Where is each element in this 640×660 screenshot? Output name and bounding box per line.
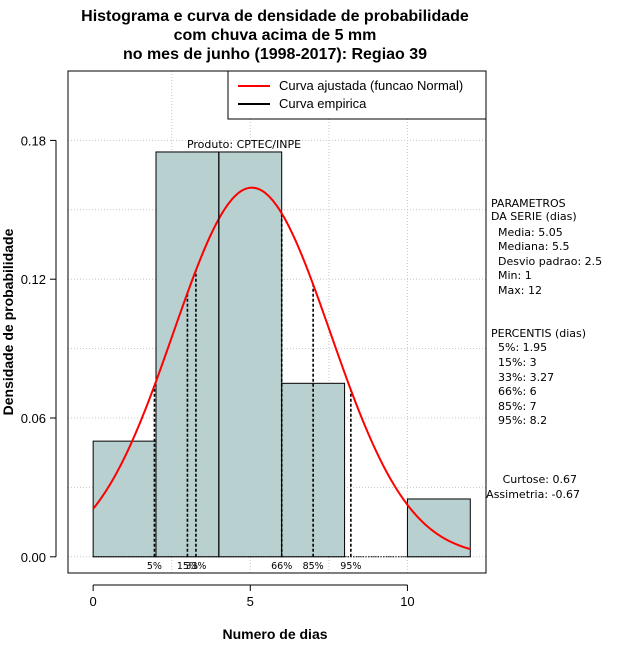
params-desvio: Desvio padrao: 2.5 bbox=[498, 255, 602, 268]
percentis-item: 15%: 3 bbox=[498, 356, 537, 369]
percentile-label: 66% bbox=[271, 561, 292, 572]
params-max: Max: 12 bbox=[498, 284, 542, 297]
y-tick-label: 0.18 bbox=[21, 133, 46, 148]
histogram-bar bbox=[92, 440, 157, 558]
fitted-normal-curve bbox=[92, 186, 471, 551]
axis-layer: 0 5 10 0.00 0.06 0.12 0.18 bbox=[21, 133, 415, 609]
percentis-item: 66%: 6 bbox=[498, 385, 537, 398]
y-tick-label: 0.00 bbox=[21, 550, 46, 565]
percentile-label: 95% bbox=[340, 561, 361, 572]
histogram-bar bbox=[406, 498, 471, 558]
params-mediana: Mediana: 5.5 bbox=[498, 240, 569, 253]
params-header-2: DA SERIE (dias) bbox=[491, 210, 577, 223]
y-tick-label: 0.06 bbox=[21, 411, 46, 426]
percentile-label: 5% bbox=[147, 561, 162, 572]
histogram-bar bbox=[218, 151, 283, 558]
parameters-panel: PARAMETROS DA SERIE (dias) Media: 5.05 M… bbox=[491, 197, 602, 297]
percentis-item: 85%: 7 bbox=[498, 400, 537, 413]
percentis-item: 5%: 1.95 bbox=[498, 341, 547, 354]
params-header-1: PARAMETROS bbox=[491, 197, 566, 210]
stats-assimetria: Assimetria: -0.67 bbox=[486, 488, 580, 501]
legend-box bbox=[227, 70, 487, 120]
percentis-item: 95%: 8.2 bbox=[498, 414, 547, 427]
x-tick-label: 5 bbox=[247, 594, 254, 609]
percentile-lines-layer: 5% 15%33% 66% 85% 95% bbox=[147, 213, 361, 572]
curve-layer bbox=[92, 151, 471, 557]
legend-fitted-label: Curva ajustada (funcao Normal) bbox=[279, 78, 463, 93]
credit-text: Produto: CPTEC/INPE bbox=[187, 138, 301, 151]
percentis-item: 33%: 3.27 bbox=[498, 371, 554, 384]
chart-title-line-2: com chuva acima de 5 mm bbox=[174, 27, 377, 44]
x-axis-title: Numero de dias bbox=[222, 626, 327, 642]
shape-stats: Curtose: 0.67 Assimetria: -0.67 bbox=[486, 473, 580, 501]
percentile-label: 33% bbox=[185, 561, 206, 572]
x-tick-label: 10 bbox=[400, 594, 414, 609]
legend: Curva ajustada (funcao Normal) Curva emp… bbox=[227, 70, 487, 120]
percentis-panel: PERCENTIS (dias) 5%: 1.95 15%: 3 33%: 3.… bbox=[491, 327, 586, 427]
percentile-label: 85% bbox=[303, 561, 324, 572]
params-min: Min: 1 bbox=[498, 269, 532, 282]
params-media: Media: 5.05 bbox=[498, 226, 563, 239]
stats-curtose: Curtose: 0.67 bbox=[503, 473, 577, 486]
percentile-label: 15% bbox=[177, 561, 198, 572]
y-axis-title: Densidade de probabilidade bbox=[0, 228, 16, 415]
chart-title-line-1: Histograma e curva de densidade de proba… bbox=[81, 8, 469, 25]
y-tick-label: 0.12 bbox=[21, 272, 46, 287]
chart-title-line-3: no mes de junho (1998-2017): Regiao 39 bbox=[123, 46, 427, 63]
legend-empirical-label: Curva empirica bbox=[279, 96, 367, 111]
x-tick-label: 0 bbox=[90, 594, 97, 609]
percentis-header: PERCENTIS (dias) bbox=[491, 327, 586, 340]
